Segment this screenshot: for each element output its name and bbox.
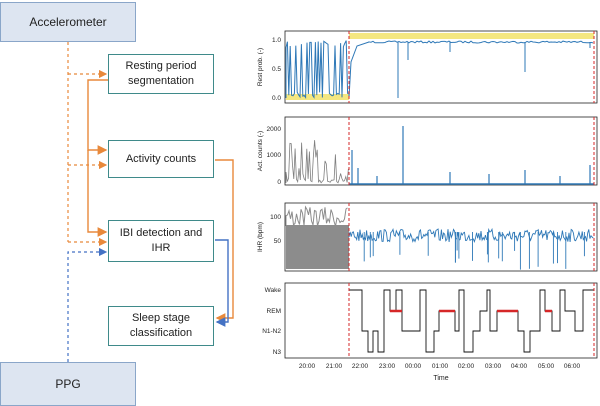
y-tick-label: 0	[277, 179, 281, 186]
hypnogram-panel: Wake REM N1-N2 N3	[262, 282, 598, 359]
pre-rest-activity-line	[285, 140, 349, 184]
x-tick-label: 00:00	[405, 363, 422, 370]
y-tick-label: 1000	[267, 152, 282, 159]
y-tick-label: 1.0	[272, 37, 281, 44]
x-tick-label: 04:00	[511, 363, 528, 370]
accelerometer-box: Accelerometer	[0, 2, 136, 42]
activity-counts-panel: Act. counts (-) 0 1000 2000	[257, 116, 598, 186]
x-tick-label: 22:00	[352, 363, 369, 370]
x-tick-label: 03:00	[485, 363, 502, 370]
ihr-panel: IHR (bpm) 50 100	[257, 202, 598, 272]
x-tick-label: 23:00	[379, 363, 396, 370]
y-tick-label: 2000	[267, 126, 282, 133]
x-tick-label: 06:00	[564, 363, 581, 370]
wake-highlight-band	[286, 94, 349, 100]
x-tick-label: 01:00	[432, 363, 449, 370]
y-tick-label: 0.0	[272, 95, 281, 102]
arrow-seg-to-activity	[87, 79, 108, 155]
y-axis-label: Rest prob. (-)	[257, 48, 264, 86]
hypnogram-line	[349, 289, 594, 353]
pre-rest-ihr-line	[285, 205, 348, 227]
y-tick-label: 100	[270, 214, 281, 221]
activity-counts-step-box: Activity counts	[108, 140, 214, 178]
arrow-seg-to-ibi	[87, 150, 108, 237]
x-axis-label: Time	[433, 375, 448, 382]
panel-frame	[284, 116, 598, 186]
y-tick-label: 0.5	[272, 66, 281, 73]
sleep-classification-step-box: Sleep stage classification	[108, 306, 214, 346]
x-tick-label: 02:00	[458, 363, 475, 370]
y-axis-label: Act. counts (-)	[257, 131, 264, 171]
ibi-step-box: IBI detection and IHR	[108, 220, 214, 262]
pre-rest-ihr-fill	[286, 225, 349, 269]
panel-frame	[284, 30, 598, 104]
rest-probability-line	[285, 40, 594, 100]
x-tick-label: 21:00	[326, 363, 343, 370]
x-axis: 20:00 21:00 22:00 23:00 00:00 01:00 02:0…	[299, 363, 581, 382]
panel-frame	[284, 282, 598, 359]
x-tick-label: 05:00	[538, 363, 555, 370]
panel-frame	[284, 202, 598, 272]
ppg-dashed-trunk	[67, 247, 108, 362]
stage-label: N3	[273, 349, 282, 356]
segmentation-step-box: Resting period segmentation	[108, 54, 214, 94]
arrow-ibi-to-sleep	[215, 239, 229, 327]
rest-highlight-band	[349, 33, 594, 39]
stage-label: N1-N2	[262, 328, 281, 335]
ppg-box: PPG	[0, 362, 136, 406]
y-axis-label: IHR (bpm)	[257, 222, 264, 252]
stage-label: Wake	[265, 287, 282, 294]
stage-label: REM	[267, 308, 281, 315]
y-tick-label: 50	[274, 238, 282, 245]
rest-probability-panel: Rest prob. (-) 0.0 0.5 1.0	[257, 30, 598, 104]
x-tick-label: 20:00	[299, 363, 316, 370]
ihr-line	[348, 227, 594, 243]
